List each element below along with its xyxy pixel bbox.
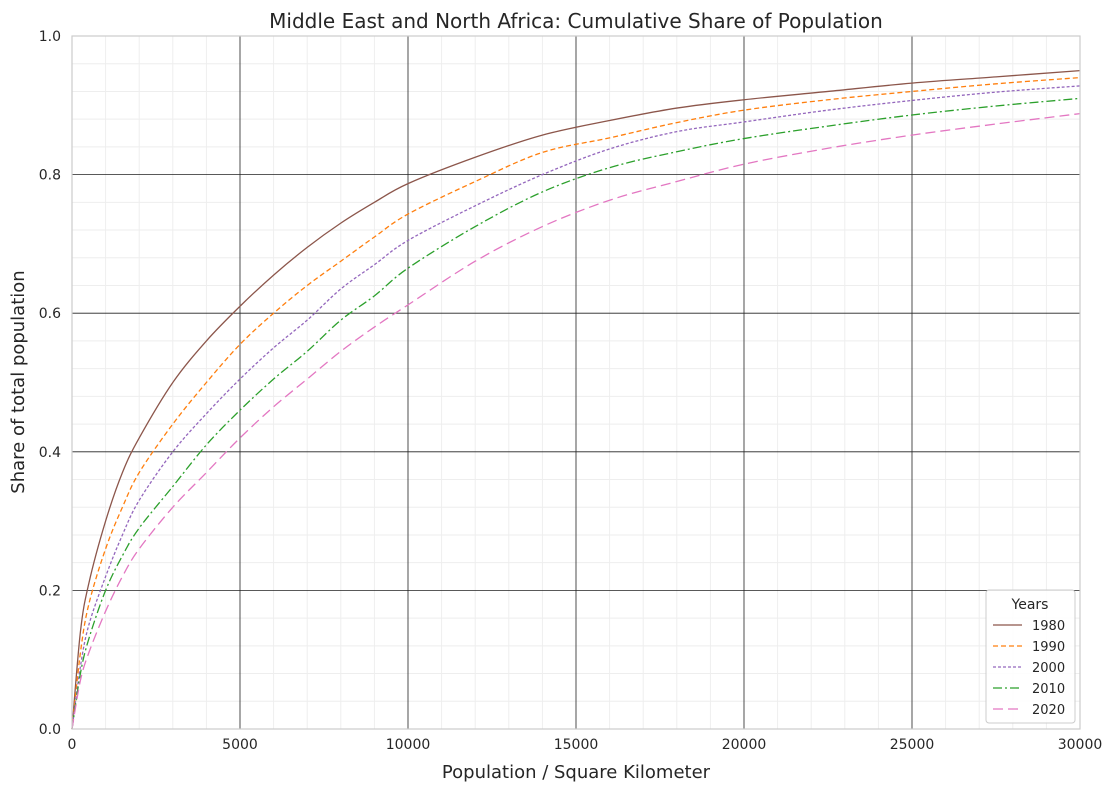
legend-title: Years (1011, 597, 1049, 613)
y-tick-labels: 0.0 0.2 0.4 0.6 0.8 1.0 (39, 29, 61, 738)
series-lines (71, 70, 1081, 730)
x-tick-label: 10000 (386, 737, 431, 753)
x-tick-label: 5000 (222, 737, 258, 753)
y-tick-label: 0.4 (39, 445, 61, 461)
legend-label-1990: 1990 (1032, 640, 1065, 655)
y-axis-label: Share of total population (8, 270, 29, 493)
chart-title: Middle East and North Africa: Cumulative… (269, 9, 883, 33)
legend: Years 1980 1990 2000 2010 2020 (985, 589, 1076, 724)
x-tick-label: 15000 (554, 737, 599, 753)
y-tick-label: 0.0 (39, 722, 61, 738)
legend-label-1980: 1980 (1032, 619, 1065, 634)
series-line-1990 (71, 76, 1081, 730)
plot-frame (71, 35, 1081, 730)
legend-label-2010: 2010 (1032, 682, 1065, 697)
y-tick-label: 0.6 (39, 306, 61, 322)
y-tick-label: 1.0 (39, 29, 61, 45)
legend-label-2000: 2000 (1032, 661, 1065, 676)
legend-items: 1980 1990 2000 2010 2020 (993, 619, 1065, 718)
legend-box (985, 589, 1076, 724)
y-tick-label: 0.8 (39, 168, 61, 184)
major-grid (72, 36, 1080, 729)
series-line-2020 (71, 112, 1081, 730)
legend-label-2020: 2020 (1032, 703, 1065, 718)
x-tick-label: 30000 (1058, 737, 1103, 753)
series-line-1980 (71, 70, 1081, 730)
y-tick-label: 0.2 (39, 583, 61, 599)
series-line-2000 (71, 85, 1081, 730)
series-line-2010 (71, 97, 1081, 730)
x-tick-label: 0 (68, 737, 77, 753)
x-tick-labels: 0 5000 10000 15000 20000 25000 30000 (68, 737, 1103, 753)
x-tick-label: 25000 (890, 737, 935, 753)
x-tick-label: 20000 (722, 737, 767, 753)
x-axis-label: Population / Square Kilometer (442, 762, 711, 783)
